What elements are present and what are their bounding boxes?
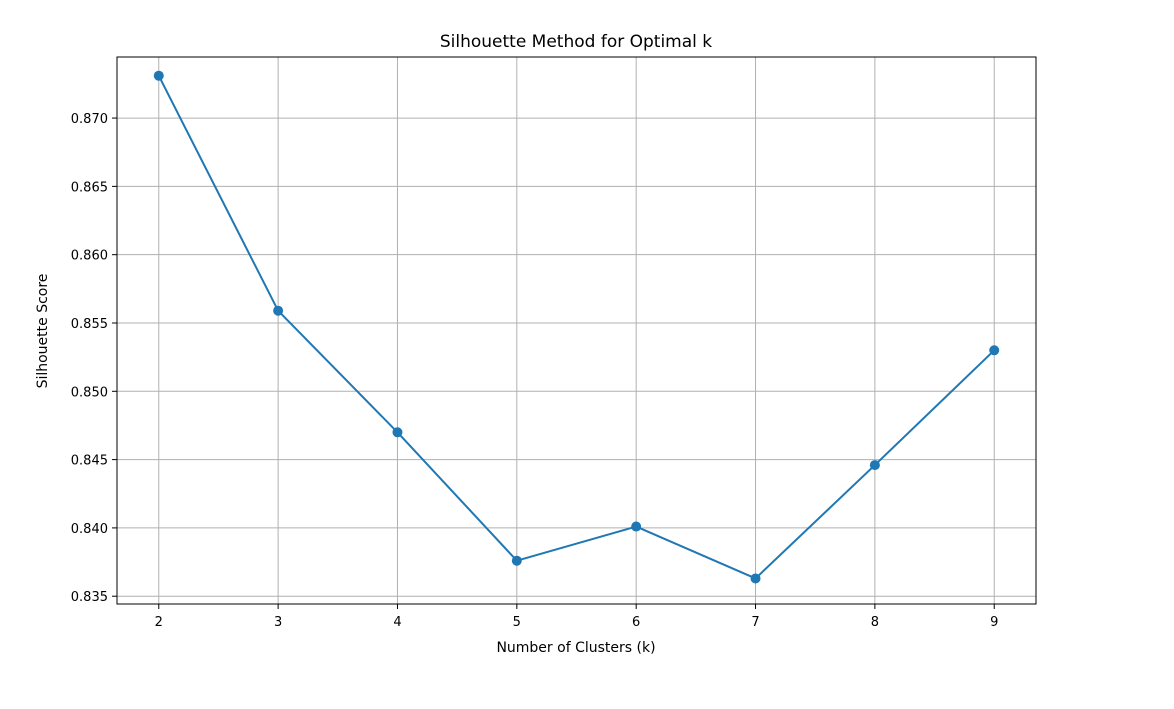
x-tick-label: 5 bbox=[513, 615, 521, 630]
x-tick-label: 3 bbox=[274, 615, 282, 630]
series-line bbox=[157, 75, 995, 580]
x-tick-label: 8 bbox=[871, 615, 879, 630]
data-point-k8 bbox=[869, 460, 880, 471]
y-axis-label: Silhouette Score bbox=[35, 274, 51, 389]
x-tick-label: 7 bbox=[751, 615, 759, 630]
series-line-layer bbox=[157, 75, 995, 580]
data-point-k7 bbox=[750, 573, 761, 584]
x-axis-ticks: 2 3 4 5 6 7 8 9 bbox=[155, 604, 998, 630]
x-tick-label: 4 bbox=[393, 615, 401, 630]
data-point-k2 bbox=[153, 70, 164, 81]
y-tick-label: 0.845 bbox=[71, 454, 108, 469]
y-tick-label: 0.850 bbox=[71, 385, 108, 400]
y-tick-label: 0.860 bbox=[71, 249, 108, 264]
y-axis-ticks: 0.835 0.840 0.845 0.850 0.855 0.860 0.865 0.870 bbox=[71, 112, 117, 605]
y-tick-label: 0.870 bbox=[71, 112, 108, 127]
data-point-k3 bbox=[273, 305, 284, 316]
x-axis-label: Number of Clusters (k) bbox=[496, 640, 655, 656]
plot-frame bbox=[116, 56, 1037, 605]
x-tick-label: 2 bbox=[155, 615, 163, 630]
data-point-k4 bbox=[392, 427, 403, 438]
x-tick-label: 9 bbox=[990, 615, 998, 630]
series-markers bbox=[153, 70, 1000, 584]
y-tick-label: 0.855 bbox=[71, 317, 108, 332]
data-point-k9 bbox=[989, 345, 1000, 356]
grid-lines bbox=[117, 57, 1036, 604]
y-tick-label: 0.840 bbox=[71, 522, 108, 537]
data-point-k5 bbox=[511, 555, 522, 566]
x-tick-label: 6 bbox=[632, 615, 640, 630]
data-point-k6 bbox=[631, 521, 642, 532]
y-tick-label: 0.835 bbox=[71, 590, 108, 605]
y-tick-label: 0.865 bbox=[71, 180, 108, 195]
chart-title: Silhouette Method for Optimal k bbox=[440, 32, 712, 52]
